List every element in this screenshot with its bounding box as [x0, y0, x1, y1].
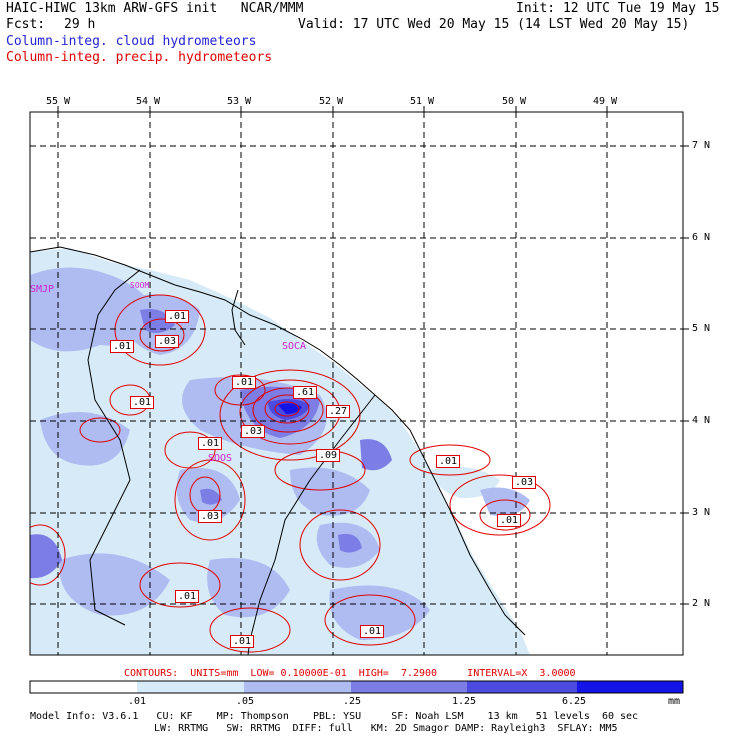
contour-label: .01 — [175, 590, 200, 603]
station-label: SMJP — [30, 284, 55, 295]
contour-label: .01 — [110, 340, 135, 353]
colorbar-bin-5 — [577, 681, 683, 693]
station-label: SOOS — [208, 453, 233, 464]
lat-label: 6 N — [692, 232, 711, 243]
lon-label: 52 W — [319, 96, 344, 107]
lon-label: 54 W — [136, 96, 161, 107]
contour-label: .01 — [230, 635, 255, 648]
contour-label: .01 — [232, 376, 257, 389]
contour-label: .03 — [241, 425, 266, 438]
colorbar-tick: .25 — [343, 696, 362, 707]
colorbar-tick: .05 — [236, 696, 255, 707]
station-label: SOCA — [282, 341, 307, 352]
contour-label: .61 — [293, 386, 318, 399]
lat-label: 3 N — [692, 507, 711, 518]
colorbar-bin-1 — [137, 681, 244, 693]
colorbar-bin-4 — [467, 681, 577, 693]
contour-label: .01 — [130, 396, 155, 409]
colorbar-bin-0 — [30, 681, 137, 693]
contour-label: .03 — [155, 335, 180, 348]
colorbar-bin-3 — [351, 681, 467, 693]
contour-label: .01 — [198, 437, 223, 450]
model-info-line1: Model Info: V3.6.1 CU: KF MP: Thompson P… — [30, 711, 639, 722]
lon-label: 49 W — [593, 96, 618, 107]
lon-label: 53 W — [227, 96, 252, 107]
lon-label: 50 W — [502, 96, 527, 107]
colorbar-tick: .01 — [128, 696, 147, 707]
colorbar-unit: mm — [668, 696, 681, 707]
lon-label: 51 W — [410, 96, 435, 107]
latlon-grid — [30, 112, 683, 655]
forecast-label: Fcst: — [6, 17, 46, 32]
field-precip-label: Column-integ. precip. hydrometeors — [6, 50, 273, 65]
colorbar-tick: 1.25 — [452, 696, 477, 707]
lon-label: 55 W — [46, 96, 71, 107]
colorbar-bin-2 — [244, 681, 351, 693]
contour-label: .09 — [316, 449, 341, 462]
contour-label: .01 — [497, 514, 522, 527]
forecast-hour: 29 h — [64, 17, 96, 32]
contour-label: .03 — [512, 476, 537, 489]
contour-label: .01 — [360, 625, 385, 638]
product-title: HAIC-HIWC 13km ARW-GFS init NCAR/MMM — [6, 1, 304, 16]
contour-label: .01 — [436, 455, 461, 468]
field-cloud-label: Column-integ. cloud hydrometeors — [6, 34, 257, 49]
contour-label: .03 — [198, 510, 223, 523]
contour-label: .01 — [165, 310, 190, 323]
colorbar — [29, 680, 684, 694]
lat-label: 4 N — [692, 415, 711, 426]
station-label: SOOM — [130, 281, 150, 290]
lat-label: 7 N — [692, 140, 711, 151]
contours-info: CONTOURS: UNITS=mm LOW= 0.10000E-01 HIGH… — [124, 668, 576, 679]
lat-label: 5 N — [692, 323, 711, 334]
model-info-line2: LW: RRTMG SW: RRTMG DIFF: full KM: 2D Sm… — [154, 723, 618, 734]
valid-time: Valid: 17 UTC Wed 20 May 15 (14 LST Wed … — [298, 17, 690, 32]
map-content — [30, 112, 683, 655]
colorbar-tick: 6.25 — [562, 696, 587, 707]
init-time: Init: 12 UTC Tue 19 May 15 — [516, 1, 720, 16]
lat-label: 2 N — [692, 598, 711, 609]
coastline — [30, 246, 526, 655]
contour-label: .27 — [326, 405, 351, 418]
